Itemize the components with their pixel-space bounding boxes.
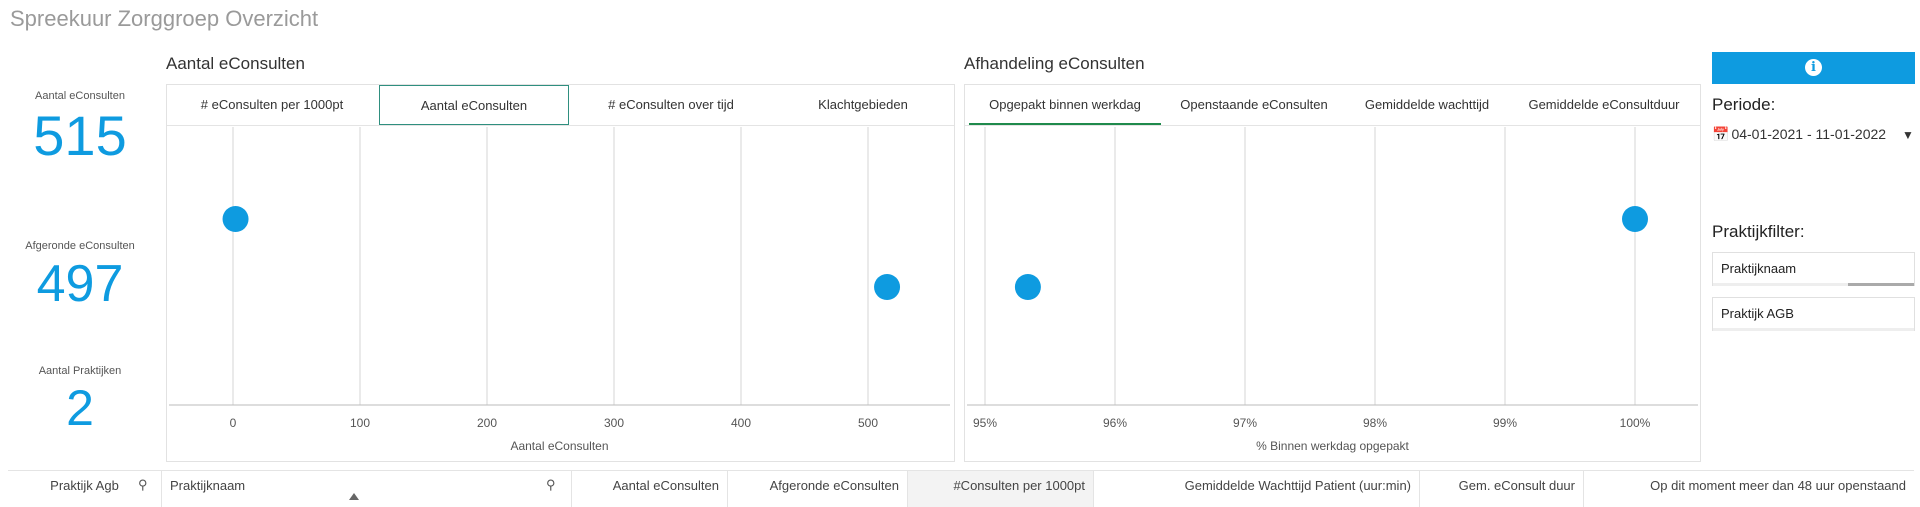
column-header-meer-dan-48-uur-openstaand[interactable]: Op dit moment meer dan 48 uur openstaand [1650,478,1906,493]
kpi-label: Afgeronde eConsulten [25,240,135,252]
kpi-label: Aantal Praktijken [38,365,122,377]
right-tabs: Opgepakt binnen werkdag Openstaande eCon… [965,85,1700,126]
periode-label: Periode: [1712,95,1776,114]
column-header-praktijknaam[interactable]: Praktijknaam [162,471,572,507]
x-tick-label: 400 [731,416,751,430]
praktijknaam-filter[interactable]: Praktijknaam [1712,252,1915,286]
filter-scrollbar[interactable] [1713,283,1914,286]
page-title: Spreekuur Zorggroep Overzicht [10,6,319,31]
column-header-consulten-per-1000pt[interactable]: #Consulten per 1000pt [908,471,1094,507]
sort-ascending-icon[interactable] [349,493,359,500]
x-tick-label: 100 [350,416,370,430]
periode-dropdown-caret-icon[interactable]: ▼ [1902,128,1914,142]
filter-scrollbar [1713,328,1914,331]
periode-picker[interactable]: 📅 04-01-2021 - 11-01-2022 [1712,126,1886,143]
tab-klachtgebieden[interactable]: Klachtgebieden [818,97,908,112]
data-point[interactable] [1014,274,1041,300]
x-tick-label: 96% [1103,416,1127,430]
x-tick-label: 98% [1363,416,1387,430]
x-axis-title: % Binnen werkdag opgepakt [1256,439,1409,453]
x-tick-label: 0 [230,416,237,430]
x-tick-label: 500 [858,416,878,430]
kpi-aantal-praktijken: Aantal Praktijken 2 [0,365,160,433]
opgepakt-binnen-werkdag-chart: 95% 96% 97% 98% 99% 100% % Binnen werkdag opge… [967,127,1698,453]
tab-econsulten-per-1000pt[interactable]: # eConsulten per 1000pt [200,97,344,112]
praktijk-agb-filter[interactable]: Praktijk AGB [1712,297,1915,331]
aantal-econsulten-chart: 0 100 200 300 400 500 Aantal eConsulten [169,127,950,453]
column-label: Praktijk Agb [50,478,119,493]
column-header-praktijk-agb[interactable]: Praktijk Agb [8,471,162,507]
left-chart-panel: # eConsulten per 1000pt Aantal eConsulte… [166,84,955,462]
column-header-gemiddelde-wachttijd[interactable]: Gemiddelde Wachttijd Patient (uur:min) [1094,471,1420,507]
filter-label: Praktijk AGB [1721,306,1794,321]
tab-gemiddelde-econsultduur[interactable]: Gemiddelde eConsultduur [1528,97,1680,112]
x-tick-label: 200 [477,416,497,430]
tab-aantal-econsulten[interactable]: Aantal eConsulten [379,85,569,125]
table-header: Praktijk Agb ⚲ Praktijknaam ⚲ Aantal eCo… [8,470,1914,507]
tab-econsulten-over-tijd[interactable]: # eConsulten over tijd [608,97,734,112]
search-icon[interactable]: ⚲ [138,477,148,492]
calendar-icon: 📅 [1712,126,1730,142]
tab-gemiddelde-wachttijd[interactable]: Gemiddelde wachttijd [1364,97,1490,112]
filter-label: Praktijknaam [1721,261,1797,276]
kpi-value: 515 [33,104,127,167]
x-tick-label: 300 [604,416,624,430]
kpi-label: Aantal eConsulten [35,90,125,102]
data-point[interactable] [222,206,249,232]
column-label: Praktijknaam [170,478,246,493]
kpi-value: 497 [36,255,124,313]
x-axis-title: Aantal eConsulten [510,439,608,453]
tab-opgepakt-binnen-werkdag[interactable]: Opgepakt binnen werkdag [969,85,1161,125]
kpi-aantal-econsulten: Aantal eConsulten 515 [0,90,160,164]
tab-openstaande-econsulten[interactable]: Openstaande eConsulten [1180,97,1328,112]
x-tick-label: 100% [1620,416,1651,430]
search-icon[interactable]: ⚲ [546,477,556,492]
left-section-title: Aantal eConsulten [166,54,305,73]
data-point[interactable] [1622,206,1648,232]
x-tick-label: 99% [1493,416,1517,430]
info-button[interactable]: i [1712,52,1915,84]
periode-value: 04-01-2021 - 11-01-2022 [1731,126,1887,142]
right-chart-panel: Opgepakt binnen werkdag Openstaande eCon… [964,84,1701,462]
right-section-title: Afhandeling eConsulten [964,54,1145,73]
data-point[interactable] [874,274,901,300]
kpi-afgeronde-econsulten: Afgeronde eConsulten 497 [0,240,160,310]
praktijkfilter-label: Praktijkfilter: [1712,222,1805,241]
column-header-aantal-econsulten[interactable]: Aantal eConsulten [572,471,728,507]
left-tabs: # eConsulten per 1000pt Aantal eConsulte… [167,85,954,126]
x-tick-label: 95% [973,416,997,430]
info-icon: i [1805,59,1822,76]
kpi-value: 2 [66,380,94,436]
column-header-gem-econsult-duur[interactable]: Gem. eConsult duur [1420,471,1584,507]
x-tick-label: 97% [1233,416,1257,430]
column-header-afgeronde-econsulten[interactable]: Afgeronde eConsulten [728,471,908,507]
